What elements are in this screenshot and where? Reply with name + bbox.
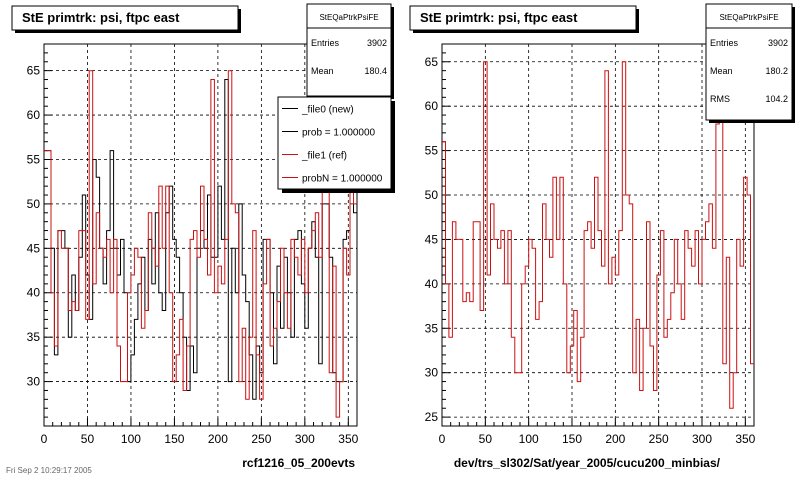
stats-value: 3902 bbox=[367, 38, 387, 48]
chart-title: StE primtrk: psi, ftpc east bbox=[420, 10, 578, 25]
x-tick-label: 300 bbox=[692, 432, 712, 446]
legend-entry-label: _file0 (new) bbox=[301, 105, 354, 116]
y-tick-label: 55 bbox=[27, 152, 41, 166]
histogram-series-line bbox=[44, 70, 357, 418]
stats-label: RMS bbox=[710, 94, 730, 104]
stats-name: StEQaPtrkPsiFE bbox=[319, 13, 378, 22]
chart-title: StE primtrk: psi, ftpc east bbox=[22, 10, 180, 25]
y-tick-label: 25 bbox=[425, 410, 439, 424]
x-tick-label: 150 bbox=[164, 432, 184, 446]
histogram-right: 0 50 100 150 200 250 300 350 25 30 35 40 45 50 55 60 65 S… bbox=[409, 3, 795, 470]
stats-value: 180.2 bbox=[765, 66, 788, 76]
y-tick-label: 40 bbox=[425, 277, 439, 291]
x-tick-label: 200 bbox=[208, 432, 228, 446]
y-tick-label: 65 bbox=[27, 64, 41, 78]
y-tick-label: 30 bbox=[27, 375, 41, 389]
x-tick-label: 200 bbox=[605, 432, 625, 446]
y-tick-label: 55 bbox=[425, 144, 439, 158]
x-tick-label: 350 bbox=[338, 432, 358, 446]
x-tick-label: 0 bbox=[439, 432, 446, 446]
x-tick-label: 250 bbox=[251, 432, 271, 446]
y-tick-label: 30 bbox=[425, 366, 439, 380]
legend-box bbox=[277, 96, 392, 190]
stats-label: Entries bbox=[710, 38, 739, 48]
stats-name: StEQaPtrkPsiFE bbox=[719, 13, 778, 22]
histogram-pad-right: 0 50 100 150 200 250 300 350 25 30 35 40 45 50 55 60 65 S… bbox=[400, 0, 800, 480]
title-box bbox=[11, 5, 239, 31]
footer-timestamp: Fri Sep 2 10:29:17 2005 bbox=[6, 466, 92, 475]
x-tick-label: 100 bbox=[519, 432, 539, 446]
y-tick-label: 65 bbox=[425, 55, 439, 69]
x-tick-label: 0 bbox=[41, 432, 48, 446]
x-tick-label: 100 bbox=[121, 432, 141, 446]
x-tick-label: 150 bbox=[562, 432, 582, 446]
y-tick-label: 50 bbox=[425, 188, 439, 202]
y-tick-label: 60 bbox=[425, 99, 439, 113]
y-tick-label: 40 bbox=[27, 286, 41, 300]
stats-box bbox=[705, 3, 793, 121]
y-tick-label: 35 bbox=[425, 321, 439, 335]
x-tick-label: 250 bbox=[649, 432, 669, 446]
legend-entry-label: prob = 1.000000 bbox=[302, 128, 376, 139]
y-tick-label: 35 bbox=[27, 330, 41, 344]
stats-label: Mean bbox=[710, 66, 733, 76]
stats-value: 104.2 bbox=[765, 94, 788, 104]
stats-label: Entries bbox=[311, 38, 340, 48]
y-tick-label: 60 bbox=[27, 108, 41, 122]
title-box bbox=[409, 5, 637, 31]
x-axis-title: rcf1216_05_200evts bbox=[242, 456, 355, 470]
stats-box bbox=[306, 3, 392, 97]
stats-value: 3902 bbox=[768, 38, 788, 48]
legend-entry-label: _file1 (ref) bbox=[301, 151, 347, 162]
x-tick-label: 50 bbox=[479, 432, 493, 446]
stats-value: 180.4 bbox=[364, 66, 387, 76]
x-tick-label: 350 bbox=[735, 432, 755, 446]
y-tick-label: 50 bbox=[27, 197, 41, 211]
x-axis-title: dev/trs_sl302/Sat/year_2005/cucu200_minb… bbox=[454, 456, 721, 470]
histogram-left: 0 50 100 150 200 250 300 350 30 35 40 45 50 55 60 65 StE… bbox=[11, 3, 395, 470]
stats-label: Mean bbox=[311, 66, 334, 76]
histogram-pad-left: 0 50 100 150 200 250 300 350 30 35 40 45 50 55 60 65 StE… bbox=[11, 3, 395, 470]
histogram-series-line bbox=[44, 79, 357, 400]
y-tick-label: 45 bbox=[425, 232, 439, 246]
histogram-series-line bbox=[442, 61, 754, 409]
y-tick-label: 45 bbox=[27, 241, 41, 255]
x-tick-label: 50 bbox=[81, 432, 95, 446]
legend-entry-label: probN = 1.000000 bbox=[302, 174, 383, 185]
x-tick-label: 300 bbox=[295, 432, 315, 446]
